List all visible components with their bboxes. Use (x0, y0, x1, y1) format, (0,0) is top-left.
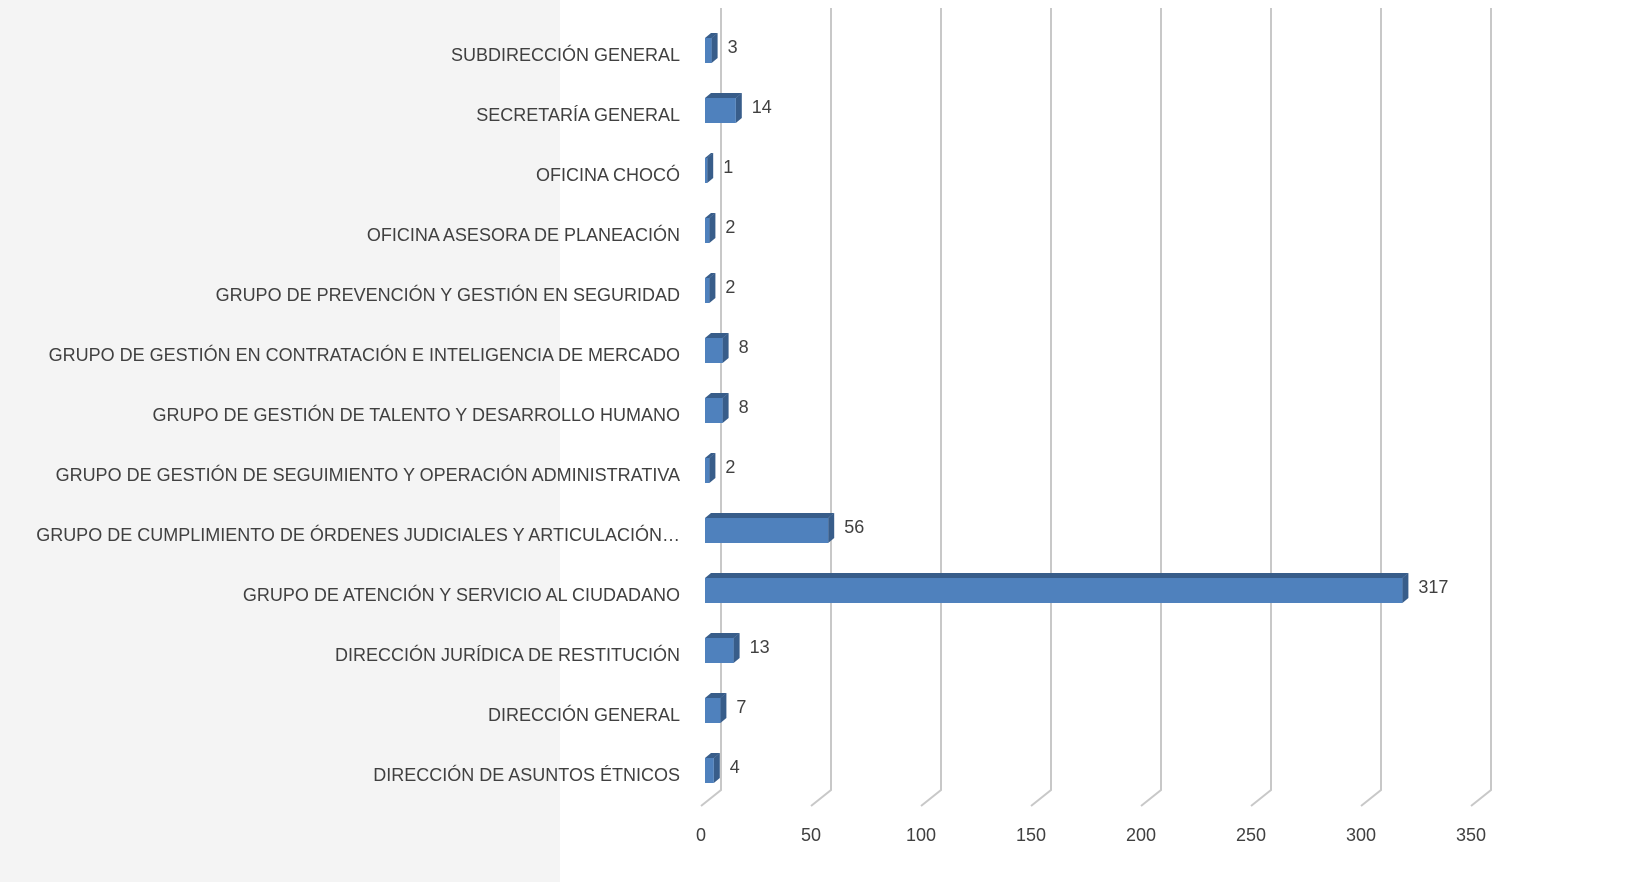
grid-line (700, 8, 722, 807)
bar-side (709, 213, 716, 243)
y-tick-label: DIRECCIÓN DE ASUNTOS ÉTNICOS (373, 764, 680, 785)
value-label: 4 (730, 757, 740, 777)
bar-side (722, 393, 729, 423)
grid-line (1470, 8, 1492, 807)
bar-top (705, 573, 1409, 578)
bar (705, 158, 708, 183)
grid-line (810, 8, 832, 807)
bar (705, 758, 714, 783)
y-tick-label: DIRECCIÓN JURÍDICA DE RESTITUCIÓN (335, 644, 680, 665)
y-tick-label: OFICINA CHOCÓ (536, 164, 680, 185)
value-label: 2 (725, 277, 735, 297)
y-tick-label: GRUPO DE GESTIÓN EN CONTRATACIÓN E INTEL… (49, 344, 680, 365)
x-tick-label: 250 (1236, 825, 1266, 845)
bar-top (705, 633, 740, 638)
bar-top (705, 513, 835, 518)
value-label: 14 (752, 97, 772, 117)
bar-top (705, 213, 716, 218)
bar-top (705, 333, 729, 338)
bar (705, 398, 723, 423)
bar-top (705, 33, 718, 38)
bar-side (735, 93, 742, 123)
bar-top (705, 393, 729, 398)
bar-side (713, 753, 720, 783)
bar-side (733, 633, 740, 663)
x-tick-label: 100 (906, 825, 936, 845)
y-tick-label: GRUPO DE ATENCIÓN Y SERVICIO AL CIUDADAN… (243, 584, 680, 605)
bar-side (1402, 573, 1409, 603)
grid-line (1250, 8, 1272, 807)
bar-side (709, 273, 716, 303)
bar (705, 578, 1403, 603)
value-label: 8 (739, 397, 749, 417)
bar (705, 98, 736, 123)
bar-side (828, 513, 835, 543)
value-label: 1 (723, 157, 733, 177)
grid-line (1140, 8, 1162, 807)
grid-line (1360, 8, 1382, 807)
y-tick-label: SECRETARÍA GENERAL (476, 105, 680, 125)
value-label: 13 (750, 637, 770, 657)
bar (705, 518, 829, 543)
bar (705, 278, 710, 303)
bar (705, 38, 712, 63)
x-tick-label: 0 (696, 825, 706, 845)
y-tick-label: GRUPO DE GESTIÓN DE TALENTO Y DESARROLLO… (153, 404, 680, 425)
bar-top (705, 273, 716, 278)
panel-background (0, 0, 560, 882)
x-tick-label: 350 (1456, 825, 1486, 845)
bar-side (707, 153, 714, 183)
value-label: 2 (725, 457, 735, 477)
x-tick-label: 150 (1016, 825, 1046, 845)
value-label: 3 (728, 37, 738, 57)
x-tick-label: 300 (1346, 825, 1376, 845)
bar-top (705, 753, 720, 758)
grid-line (920, 8, 942, 807)
bar-top (705, 453, 716, 458)
value-label: 7 (736, 697, 746, 717)
bar-top (705, 93, 742, 98)
bar-top (705, 693, 727, 698)
y-tick-label: SUBDIRECCIÓN GENERAL (451, 44, 680, 65)
grid-line (1030, 8, 1052, 807)
bar (705, 218, 710, 243)
bar-side (722, 333, 729, 363)
bar-side (709, 453, 716, 483)
bar (705, 458, 710, 483)
bar-side (720, 693, 727, 723)
bar (705, 338, 723, 363)
y-tick-label: DIRECCIÓN GENERAL (488, 704, 680, 725)
y-tick-label: GRUPO DE CUMPLIMIENTO DE ÓRDENES JUDICIA… (36, 524, 680, 545)
y-tick-label: GRUPO DE PREVENCIÓN Y GESTIÓN EN SEGURID… (216, 284, 680, 305)
bar (705, 638, 734, 663)
value-label: 56 (844, 517, 864, 537)
y-tick-label: OFICINA ASESORA DE PLANEACIÓN (367, 224, 680, 245)
x-tick-label: 200 (1126, 825, 1156, 845)
bar-side (711, 33, 718, 63)
bar (705, 698, 721, 723)
x-tick-label: 50 (801, 825, 821, 845)
bar-top (705, 153, 714, 158)
value-label: 8 (739, 337, 749, 357)
value-label: 317 (1418, 577, 1448, 597)
value-label: 2 (725, 217, 735, 237)
y-tick-label: GRUPO DE GESTIÓN DE SEGUIMIENTO Y OPERAC… (56, 464, 680, 485)
